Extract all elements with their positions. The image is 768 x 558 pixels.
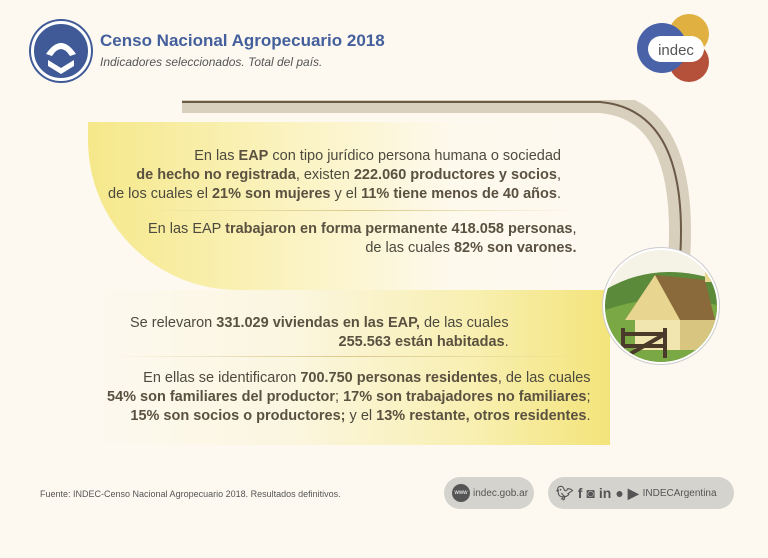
highlight-text: 700.750 personas residentes	[300, 370, 498, 386]
text-segment: ,	[572, 221, 577, 237]
text-segment: .	[504, 334, 509, 350]
text-line: 54% son familiares del productor; 17% so…	[107, 388, 591, 407]
page-subtitle: Indicadores seleccionados. Total del paí…	[100, 55, 323, 69]
text-segment: .	[556, 186, 561, 202]
text-segment: , de las cuales	[497, 370, 591, 386]
text-segment: ;	[586, 389, 591, 405]
text-line: de las cuales 82% son varones.	[148, 239, 576, 258]
text-segment: con tipo jurídico persona humana o socie…	[268, 148, 561, 164]
highlight-text: 222.060 productores y socios	[353, 167, 557, 183]
twitter-icon[interactable]: 🐦︎	[556, 484, 574, 501]
farm-illustration	[603, 248, 719, 364]
youtube-icon[interactable]: ▶	[627, 484, 639, 501]
text-segment: de las cuales	[419, 315, 509, 331]
text-segment: ;	[335, 389, 344, 405]
spotify-icon[interactable]: ●	[615, 485, 624, 501]
highlight-text: 13% restante, otros residentes	[376, 408, 587, 424]
highlight-text: 11% tiene menos de 40 años	[361, 186, 557, 202]
facebook-icon[interactable]: f	[577, 485, 583, 501]
highlight-text: 17% son trabajadores no familiares	[343, 389, 587, 405]
text-segment: Se relevaron	[130, 315, 217, 331]
www-icon: www	[452, 484, 470, 502]
highlight-text: EAP	[238, 148, 269, 164]
text-segment: , existen	[295, 167, 354, 183]
text-segment: .	[586, 408, 591, 424]
highlight-text: 331.029 viviendas en las EAP,	[216, 315, 420, 331]
text-segment: En ellas se identificaron	[143, 370, 301, 386]
source-note: Fuente: INDEC-Censo Nacional Agropecuari…	[40, 489, 341, 499]
text-segment: de los cuales el	[108, 186, 212, 202]
highlight-text: 82% son varones.	[453, 240, 577, 256]
text-line: de los cuales el 21% son mujeres y el 11…	[108, 185, 561, 204]
text-segment: En las	[194, 148, 239, 164]
linkedin-icon[interactable]: in	[598, 485, 612, 501]
highlight-text: 15% son socios o productores;	[130, 408, 346, 424]
indec-logo: indec	[637, 14, 709, 82]
highlight-text: 21% son mujeres	[211, 186, 331, 202]
highlight-text: de hecho no registrada	[132, 167, 296, 183]
text-segment: de las cuales	[365, 240, 454, 256]
text-segment: y el	[345, 408, 377, 424]
highlight-card-producers	[88, 122, 608, 290]
text-segment: ,	[556, 167, 561, 183]
paragraph-housing: Se relevaron 331.029 viviendas en las EA…	[130, 314, 509, 352]
paragraph-producers: En las EAP con tipo jurídico persona hum…	[108, 147, 561, 204]
social-links[interactable]: 🐦︎ f ◙ in ● ▶ INDECArgentina	[548, 477, 734, 509]
censo-logo	[31, 21, 91, 81]
website-link[interactable]: www indec.gob.ar	[444, 477, 534, 509]
website-label: indec.gob.ar	[473, 487, 529, 499]
text-line: Se relevaron 331.029 viviendas en las EA…	[130, 314, 509, 333]
text-line: En ellas se identificaron 700.750 person…	[107, 369, 591, 388]
indec-logo-text: indec	[658, 42, 694, 59]
social-handle: INDECArgentina	[642, 487, 717, 499]
text-segment: En las EAP	[148, 221, 226, 237]
highlight-text: 54% son familiares del productor	[107, 389, 336, 405]
text-line: En las EAP con tipo jurídico persona hum…	[108, 147, 561, 166]
highlight-text: trabajaron en forma permanente 418.058 p…	[225, 221, 573, 237]
divider	[140, 210, 580, 211]
text-line: 255.563 están habitadas.	[130, 333, 509, 352]
instagram-icon[interactable]: ◙	[586, 485, 595, 501]
text-line: de hecho no registrada, existen 222.060 …	[108, 166, 561, 185]
paragraph-workers: En las EAP trabajaron en forma permanent…	[148, 220, 576, 258]
paragraph-residents: En ellas se identificaron 700.750 person…	[107, 369, 591, 426]
highlight-card-housing	[75, 290, 610, 445]
text-line: En las EAP trabajaron en forma permanent…	[148, 220, 576, 239]
page-title: Censo Nacional Agropecuario 2018	[100, 31, 385, 50]
divider	[110, 356, 590, 357]
highlight-text: 255.563 están habitadas	[338, 334, 505, 350]
text-line: 15% son socios o productores; y el 13% r…	[107, 407, 591, 426]
text-segment: y el	[330, 186, 362, 202]
